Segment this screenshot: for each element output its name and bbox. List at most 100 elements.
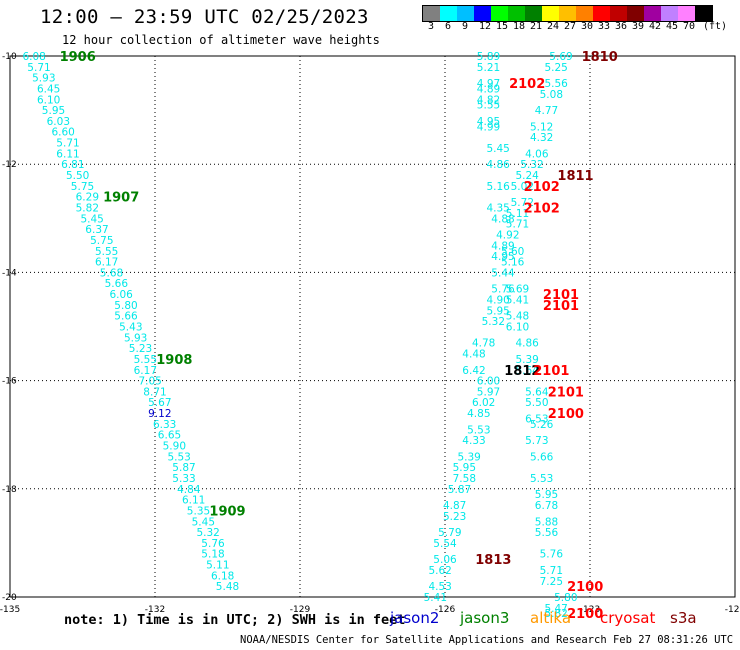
x-tick-label: -120 xyxy=(725,605,740,615)
y-tick-label: -16 xyxy=(2,377,17,387)
data-point-label: 5.32 xyxy=(520,159,543,171)
legend-entry-jason3: jason3 xyxy=(460,609,510,627)
color-scale-label: 36 xyxy=(615,21,628,32)
data-point-label: 4.84 xyxy=(177,484,201,496)
data-point-label: 5.18 xyxy=(201,549,224,561)
x-tick-label: -132 xyxy=(145,605,165,615)
data-point-label: 5.23 xyxy=(129,343,152,355)
track-id-label: 2101 xyxy=(543,299,579,314)
data-point-label: 5.47 xyxy=(544,603,567,615)
color-swatch xyxy=(610,6,627,21)
track-id-label: 1907 xyxy=(103,191,139,206)
data-point-label: 5.80 xyxy=(554,592,577,604)
data-point-label: 5.26 xyxy=(530,419,554,431)
data-point-label: 5.45 xyxy=(80,213,103,225)
data-point-label: 4.95 xyxy=(491,251,514,263)
color-swatch xyxy=(576,6,593,21)
color-scale-bar xyxy=(422,5,713,22)
data-point-label: 4.77 xyxy=(535,105,558,117)
data-point-label: 5.75 xyxy=(71,181,94,193)
data-point-label: 5.21 xyxy=(477,62,500,74)
chart-subtitle: 12 hour collection of altimeter wave hei… xyxy=(62,33,380,47)
data-point-label: 5.41 xyxy=(424,592,447,604)
data-point-label: 6.10 xyxy=(506,322,529,334)
data-point-label: 5.69 xyxy=(549,51,572,63)
data-point-label: 5.48 xyxy=(506,311,529,323)
data-point-label: 5.50 xyxy=(66,170,89,182)
color-scale-label: 27 xyxy=(564,21,577,32)
color-scale-label: 42 xyxy=(649,21,662,32)
data-point-label: 5.16 xyxy=(486,181,510,193)
data-point-label: 5.02 xyxy=(511,181,534,193)
data-point-label: 5.66 xyxy=(105,278,129,290)
data-point-label: 5.06 xyxy=(433,554,457,566)
data-point-label: 5.75 xyxy=(90,235,113,247)
legend-entry-s3a: s3a xyxy=(670,609,697,627)
track-id-label: 2102 xyxy=(524,201,560,216)
data-point-label: 4.53 xyxy=(428,581,451,593)
data-point-label: 4.87 xyxy=(443,500,466,512)
data-point-label: 4.89 xyxy=(491,240,514,252)
data-point-label: 5.93 xyxy=(124,332,147,344)
data-point-label: 5.39 xyxy=(515,354,538,366)
color-scale-unit: (ft) xyxy=(703,21,728,32)
data-point-label: 5.32 xyxy=(196,527,219,539)
data-point-label: 5.24 xyxy=(515,170,539,182)
data-point-label: 5.97 xyxy=(477,386,500,398)
y-tick-label: -10 xyxy=(2,52,17,62)
color-swatch xyxy=(508,6,525,21)
track-id-label: 1906 xyxy=(60,50,96,65)
data-point-label: 4.33 xyxy=(462,435,485,447)
track-id-label: 1812 xyxy=(504,364,540,379)
data-point-label: 4.97 xyxy=(477,78,500,90)
data-point-label: 6.18 xyxy=(211,570,234,582)
data-point-label: 5.71 xyxy=(27,62,50,74)
data-point-label: 5.62 xyxy=(428,565,451,577)
track-id-label: 1813 xyxy=(475,553,511,568)
data-point-label: 5.41 xyxy=(506,294,529,306)
data-point-label: 4.99 xyxy=(477,121,500,133)
data-point-label: 6.42 xyxy=(462,365,485,377)
data-point-label: 6.17 xyxy=(95,257,118,269)
data-point-label: 4.06 xyxy=(525,148,549,160)
track-id-label: 1811 xyxy=(557,169,593,184)
data-point-label: 5.87 xyxy=(448,484,471,496)
track-id-label: 1810 xyxy=(582,50,618,65)
x-tick-label: -123 xyxy=(580,605,600,615)
color-swatch xyxy=(440,6,457,21)
data-point-label: 6.53 xyxy=(525,413,548,425)
color-swatch xyxy=(423,6,440,21)
color-swatch xyxy=(559,6,576,21)
data-point-label: 5.55 xyxy=(134,354,157,366)
data-point-label: 5.79 xyxy=(438,527,461,539)
data-point-label: 5.71 xyxy=(506,219,529,231)
data-point-label: 5.71 xyxy=(540,565,563,577)
track-id-label: 2100 xyxy=(548,407,584,422)
footer-credit: NOAA/NESDIS Center for Satellite Applica… xyxy=(240,634,740,646)
data-point-label: 5.45 xyxy=(192,516,215,528)
color-scale-label: 45 xyxy=(666,21,679,32)
data-point-label: 5.53 xyxy=(467,424,490,436)
data-point-label: 4.89 xyxy=(477,83,500,95)
data-point-label: 5.93 xyxy=(32,73,55,85)
data-point-label: 4.35 xyxy=(486,202,509,214)
color-swatch xyxy=(593,6,610,21)
data-point-label: 8.71 xyxy=(143,386,166,398)
data-point-label: 7.25 xyxy=(540,576,563,588)
data-point-label: 5.88 xyxy=(535,516,558,528)
data-point-label: 5.55 xyxy=(95,246,118,258)
data-point-label: 5.55 xyxy=(477,100,500,112)
color-scale-label: 33 xyxy=(598,21,611,32)
data-point-label: 5.33 xyxy=(172,473,195,485)
data-point-label: 6.33 xyxy=(153,419,176,431)
data-point-label: 5.12 xyxy=(530,121,553,133)
data-point-label: 5.16 xyxy=(501,257,525,269)
data-point-label: 5.45 xyxy=(486,143,509,155)
data-point-label: 6.17 xyxy=(134,365,157,377)
data-point-label: 5.53 xyxy=(530,473,553,485)
data-point-label: 6.11 xyxy=(56,148,79,160)
y-tick-label: -12 xyxy=(2,160,17,170)
data-point-label: 6.06 xyxy=(109,289,133,301)
data-point-label: 5.95 xyxy=(453,462,476,474)
color-swatch xyxy=(474,6,491,21)
